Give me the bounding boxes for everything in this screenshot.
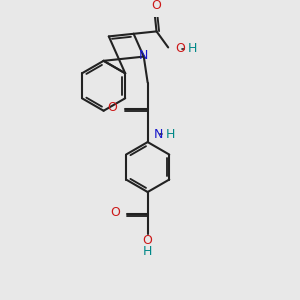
- Text: N: N: [154, 128, 163, 141]
- Text: O: O: [143, 234, 153, 247]
- Text: N: N: [139, 49, 148, 62]
- Text: H: H: [143, 245, 152, 258]
- Text: O: O: [110, 206, 120, 219]
- Text: O: O: [108, 101, 118, 114]
- Text: H: H: [166, 128, 176, 141]
- Text: O: O: [175, 42, 185, 55]
- Text: O: O: [151, 0, 161, 12]
- Text: H: H: [188, 42, 197, 55]
